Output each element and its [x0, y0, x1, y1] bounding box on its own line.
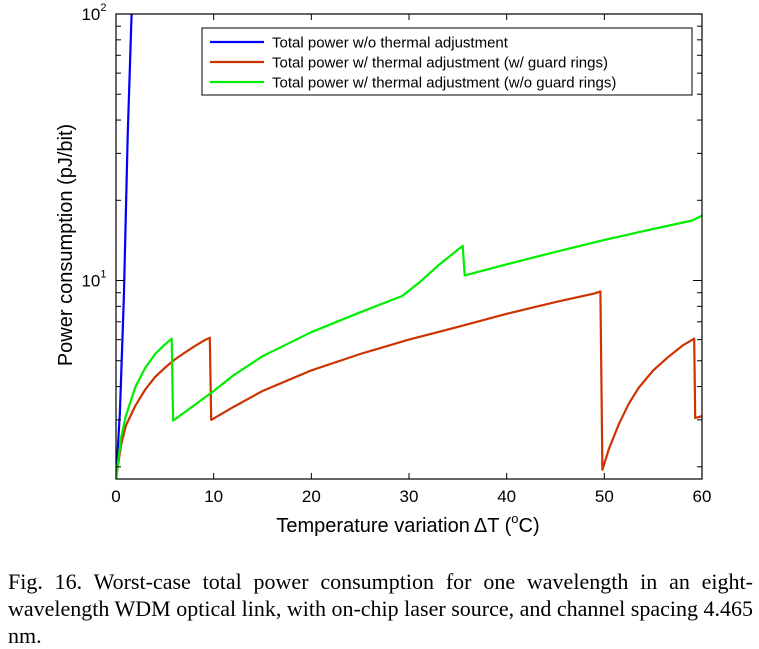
legend-label-3: Total power w/ thermal adjustment (w/o g…: [272, 75, 616, 92]
x-tick-label: 50: [595, 487, 614, 506]
x-tick-label: 40: [497, 487, 516, 506]
y-tick-exponent: 2: [100, 2, 106, 14]
x-axis-label-text: Temperature variation: [276, 515, 469, 537]
series-line-1: [116, 14, 133, 479]
series-line-3: [116, 214, 702, 479]
x-tick-label: 60: [693, 487, 712, 506]
legend-box: [201, 27, 693, 96]
x-tick-label: 0: [111, 487, 120, 506]
x-axis-label-symbol: ΔT: [474, 515, 499, 537]
legend-label-1: Total power w/o thermal adjustment: [272, 35, 509, 52]
series-line-2: [116, 290, 702, 479]
y-tick-exponent: 1: [100, 269, 106, 281]
legend: Total power w/o thermal adjustment Total …: [201, 27, 693, 96]
x-tick-label: 10: [204, 487, 223, 506]
y-tick-label: 102: [81, 2, 106, 24]
x-tick-label: 20: [302, 487, 321, 506]
legend-label-2: Total power w/ thermal adjustment (w/ gu…: [272, 55, 608, 72]
y-tick-base: 10: [81, 5, 100, 24]
figure-caption: Fig. 16. Worst-case total power consumpt…: [8, 569, 753, 648]
x-axis-label-unit-sup: o: [511, 511, 518, 526]
x-tick-label: 30: [400, 487, 419, 506]
series-layer: [116, 14, 702, 479]
y-tick-base: 10: [81, 272, 100, 291]
y-tick-label: 101: [81, 269, 106, 291]
x-axis-label: Temperature variation ΔT (oC): [276, 511, 539, 537]
y-axis-label: Power consumption (pJ/bit): [55, 124, 77, 366]
x-axis-label-unit-open: (: [499, 515, 512, 537]
x-axis-label-unit-close: C): [519, 515, 540, 537]
